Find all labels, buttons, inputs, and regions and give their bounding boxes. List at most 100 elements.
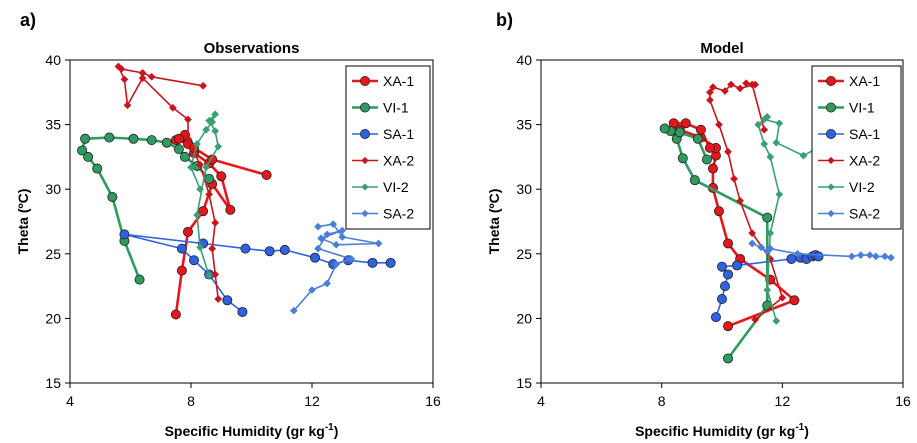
data-point (763, 286, 772, 294)
legend-label-VI-1: VI-1 (383, 100, 409, 116)
x-tick-label: 4 (66, 393, 74, 409)
x-tick-label: 12 (775, 393, 791, 409)
data-point (730, 174, 739, 183)
data-point (775, 190, 784, 199)
data-point (757, 243, 766, 252)
data-point (196, 160, 205, 169)
data-point (187, 163, 195, 172)
series-SA-1 (710, 250, 824, 323)
data-point (723, 238, 734, 249)
plot-frame (69, 59, 434, 384)
data-point (692, 133, 703, 144)
data-point (736, 196, 745, 205)
legend-box (811, 65, 902, 230)
series-SA-1 (119, 229, 396, 317)
data-point (705, 96, 714, 105)
legend-swatch-marker (361, 209, 369, 218)
data-point (170, 309, 181, 320)
data-point (786, 253, 797, 264)
data-point (240, 243, 251, 254)
data-point (168, 103, 177, 112)
y-tick-label: 15 (45, 375, 61, 391)
y-axis-label: Theta (ºC) (15, 189, 31, 255)
data-point (723, 269, 734, 280)
data-point (775, 119, 784, 128)
data-point (723, 353, 734, 364)
legend-label-SA-1: SA-1 (383, 126, 414, 142)
data-point (886, 253, 895, 262)
legend: XA-1 VI-1 SA-1 XA-2 VI-2 SA-2 (345, 65, 431, 230)
y-tick-label: 40 (45, 52, 61, 68)
data-point (208, 118, 217, 126)
data-point (107, 191, 118, 202)
data-point (689, 175, 700, 186)
data-point (748, 80, 757, 89)
data-point (196, 185, 205, 194)
data-point (710, 312, 721, 323)
series-SA-2 (748, 239, 895, 262)
legend-label-SA-1: SA-1 (849, 126, 880, 142)
legend-box (345, 65, 431, 230)
chart-title: Observations (204, 40, 300, 57)
data-point (179, 151, 190, 162)
data-point (117, 65, 126, 73)
data-point (80, 133, 91, 144)
series-line (190, 113, 219, 277)
data-point (225, 204, 236, 215)
x-axis-label-superscript: -1 (795, 422, 804, 433)
data-point (721, 87, 729, 95)
x-tick-label: 8 (187, 393, 195, 409)
data-point (695, 124, 706, 135)
legend-label-XA-1: XA-1 (383, 73, 414, 89)
data-point (146, 135, 157, 146)
data-point (83, 151, 94, 162)
data-point (214, 295, 223, 303)
data-point (704, 142, 715, 153)
data-point (760, 115, 769, 124)
data-point (748, 229, 757, 238)
x-axis-label-text: Specific Humidity (gr kg (635, 423, 795, 439)
data-point (715, 120, 723, 129)
series-line (672, 122, 796, 328)
plot-frame (540, 59, 904, 384)
data-point (659, 123, 670, 134)
data-point (147, 72, 156, 81)
legend-label-VI-2: VI-2 (849, 179, 875, 195)
x-axis-label-end: ) (804, 423, 809, 439)
legend-swatch-marker (826, 102, 837, 113)
data-point (760, 125, 769, 134)
y-tick-label: 30 (45, 181, 61, 197)
data-point (264, 246, 275, 257)
data-point (214, 142, 223, 151)
data-point (184, 134, 192, 143)
data-point (813, 251, 824, 262)
data-point (196, 243, 205, 252)
data-point (385, 257, 396, 268)
series-line (123, 233, 391, 313)
data-point (332, 260, 341, 269)
x-axis-label-text: Specific Humidity (gr kg (165, 423, 325, 439)
data-point (705, 88, 714, 97)
data-point (119, 229, 130, 240)
y-axis-label: Theta (ºC) (486, 189, 502, 255)
legend-swatch-marker (826, 76, 837, 87)
data-point (184, 115, 192, 124)
data-point (367, 257, 378, 268)
data-point (279, 244, 290, 255)
data-point (871, 252, 880, 261)
data-point (338, 233, 347, 241)
data-point (211, 110, 220, 119)
data-point (766, 152, 775, 161)
data-point (237, 306, 248, 317)
legend-swatch-marker (361, 156, 369, 165)
x-axis-label: Specific Humidity (gr kg-1) (635, 422, 809, 439)
y-tick-label: 20 (45, 310, 61, 326)
data-point (323, 230, 332, 239)
data-point (751, 315, 760, 324)
legend-swatch-marker (827, 183, 835, 191)
data-point (176, 243, 187, 254)
legend-label-SA-2: SA-2 (383, 206, 414, 222)
legend-swatch-marker (361, 183, 369, 191)
data-point (727, 80, 736, 89)
